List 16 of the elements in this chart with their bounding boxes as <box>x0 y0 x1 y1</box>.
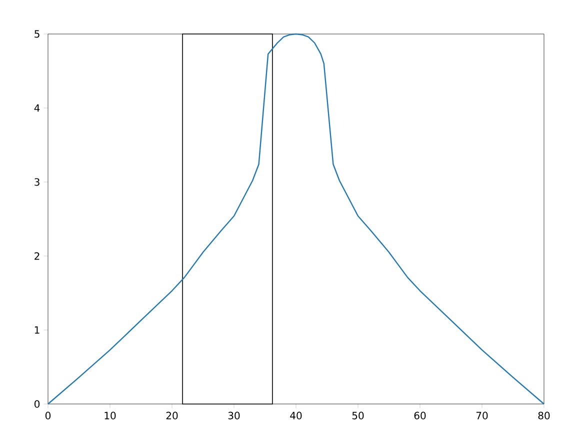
x-tick-label: 60 <box>414 412 426 420</box>
x-tick-label: 10 <box>104 412 116 420</box>
x-tick-label: 70 <box>476 412 488 420</box>
x-tick-label: 50 <box>352 412 364 420</box>
x-tick-label: 20 <box>166 412 178 420</box>
y-tick-label: 1 <box>34 326 40 334</box>
y-tick-label: 3 <box>34 178 40 186</box>
y-tick-label: 0 <box>34 400 40 408</box>
y-tick-label: 2 <box>34 252 40 260</box>
y-tick-label: 5 <box>34 30 40 38</box>
y-tick-label: 4 <box>34 104 40 112</box>
x-tick-label: 80 <box>538 412 550 420</box>
line-series <box>47 33 545 405</box>
x-tick-label: 40 <box>290 412 302 420</box>
x-tick-label: 30 <box>228 412 240 420</box>
x-tick-label: 0 <box>45 412 51 420</box>
